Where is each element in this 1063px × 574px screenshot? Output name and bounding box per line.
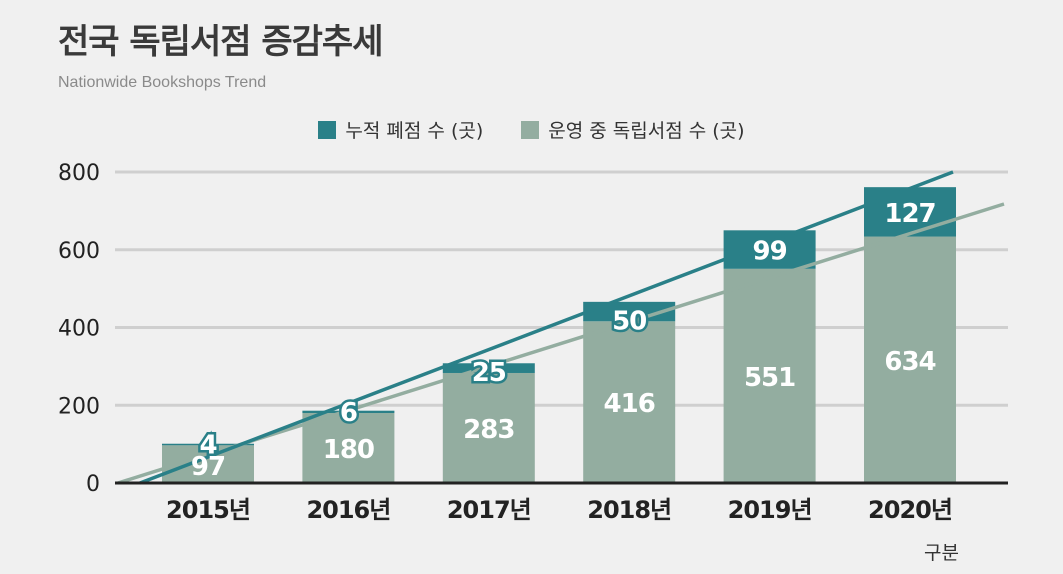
bar-operating [583, 321, 676, 483]
y-tick-label: 600 [58, 239, 100, 264]
trend-line-closed [139, 170, 954, 485]
bar-operating [723, 268, 816, 483]
x-tick-label: 2018년 [587, 496, 671, 524]
data-label-operating: 97 [191, 452, 225, 482]
y-tick-label: 200 [58, 394, 100, 419]
y-tick-label: 400 [58, 317, 100, 342]
data-label-operating: 634 [884, 347, 935, 377]
chart-legend: 누적 폐점 수 (곳) 운영 중 독립서점 수 (곳) [0, 116, 1063, 143]
x-tick-label: 2020년 [868, 496, 952, 524]
bar-closed [162, 443, 254, 446]
x-tick-label: 2015년 [166, 496, 250, 524]
bar-closed [723, 230, 816, 269]
data-label-closed: 50 [612, 306, 646, 336]
bar-closed [864, 187, 956, 237]
chart-subtitle: Nationwide Bookshops Trend [58, 74, 267, 91]
legend-label-operating: 운영 중 독립서점 수 (곳) [548, 120, 745, 142]
data-label-operating: 283 [463, 415, 514, 445]
legend-label-closed: 누적 폐점 수 (곳) [345, 120, 484, 142]
bar-operating [442, 372, 535, 483]
legend-item-operating: 운영 중 독립서점 수 (곳) [521, 116, 745, 143]
x-tick-label: 2019년 [728, 496, 812, 524]
y-tick-label: 0 [86, 472, 100, 497]
x-tick-label: 2016년 [306, 496, 390, 524]
data-label-operating: 180 [323, 435, 374, 465]
data-label-closed: 6 [340, 398, 357, 428]
y-tick-label: 800 [58, 161, 100, 186]
bar-closed [442, 363, 535, 373]
data-label-closed: 25 [472, 358, 506, 388]
bar-operating [302, 413, 395, 483]
x-unit-label: 구분 [924, 542, 959, 564]
legend-swatch-operating [521, 120, 540, 139]
data-label-closed: 127 [884, 199, 935, 229]
data-label-operating: 416 [604, 389, 655, 419]
legend-swatch-closed [318, 120, 337, 139]
data-label-closed: 4 [199, 430, 216, 460]
data-label-closed: 99 [753, 237, 787, 267]
bar-operating [864, 236, 956, 483]
legend-item-closed: 누적 폐점 수 (곳) [318, 116, 483, 143]
chart-title: 전국 독립서점 증감추세 [58, 22, 383, 62]
data-label-operating: 551 [744, 363, 795, 393]
x-tick-label: 2017년 [447, 496, 531, 524]
